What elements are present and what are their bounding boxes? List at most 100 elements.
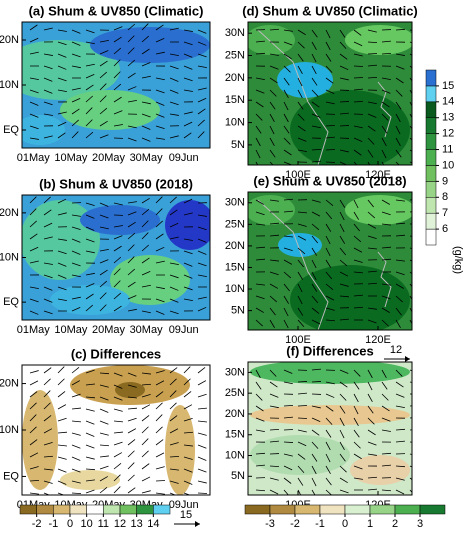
colorbar-label: 9 [442,175,448,187]
colorbar-label: 8 [442,191,448,203]
colorbar-label: 11 [442,143,453,155]
colorbar-label: 12 [442,128,454,140]
y-tick-label: 10N [0,251,19,263]
colorbar-label: -1 [315,518,325,530]
colorbar-swatch [70,505,87,514]
colorbar-label: 10 [442,159,454,171]
field-contour [60,470,120,490]
panel-title: (b) Shum & UV850 (2018) [39,176,193,191]
panel-field [245,192,419,335]
panel-title: (c) Differences [71,346,161,361]
wind-vector [326,162,335,163]
colorbar-swatch [37,505,54,514]
wind-vector [340,125,349,126]
wind-vector [354,77,363,78]
colorbar-label: 1 [367,518,373,530]
y-tick-label: 15N [225,94,245,106]
colorbar-swatch [245,505,270,514]
y-tick-label: 10N [225,283,245,295]
colorbar-swatch [345,505,370,514]
field-contour [115,382,145,398]
colorbar-swatch [137,505,154,514]
y-tick-label: 20N [225,240,245,252]
wind-vector [284,442,293,443]
colorbar-label: 15 [442,80,454,92]
colorbar-swatch [426,181,436,197]
vector-reference-head [195,521,200,527]
colorbar-swatch [53,505,70,514]
y-tick-label: 10N [225,449,245,461]
y-tick-label: 25N [225,387,245,399]
field-contour [60,90,160,130]
colorbar-swatch [426,86,436,102]
field-contour [250,360,410,384]
y-tick-label: 25N [225,218,245,230]
wind-vector [326,149,335,150]
y-tick-label: 20N [225,72,245,84]
y-tick-label: EQ [3,124,19,136]
panel-field [20,195,215,320]
colorbar-label: -2 [290,518,300,530]
field-contour [245,25,295,55]
colorbar-swatch [295,505,320,514]
wind-vector [198,493,207,494]
colorbar-label: -3 [265,518,275,530]
colorbar-label: 10 [81,518,93,530]
x-tick-label: 10May [54,152,88,164]
colorbar-swatch [426,197,436,213]
colorbar-swatch [426,134,436,150]
colorbar-swatch [87,505,104,514]
panel-title: (a) Shum & UV850 (Climatic) [29,3,204,18]
panel-field [245,22,419,170]
colorbar-swatch [426,70,436,86]
wind-vector [340,101,349,102]
panel-title: (e) Shum & UV850 (2018) [253,173,406,188]
wind-vector [312,381,321,382]
wind-vector [156,480,165,481]
colorbar-label: 7 [442,207,448,219]
x-tick-label: 10May [54,324,88,336]
colorbar-swatch [153,505,170,514]
y-tick-label: 10N [0,79,19,91]
field-contour [345,195,415,225]
colorbar-label: 6 [442,223,448,235]
field-contour [165,405,195,495]
colorbar-swatch [426,213,436,229]
colorbar-label: 0 [67,518,73,530]
panel-field [0,22,210,148]
colorbar-label: 3 [417,518,423,530]
y-tick-label: 25N [225,49,245,61]
field-contour [350,455,410,485]
panel-field [22,365,210,496]
x-tick-label: 09Jun [169,152,199,164]
field-contour [165,200,215,250]
y-tick-label: 5N [231,139,245,151]
panel-title: (f) Differences [286,343,373,358]
wind-vector [354,66,363,67]
y-tick-label: 15N [225,261,245,273]
field-contour [22,390,58,490]
x-tick-label: 01May [17,324,51,336]
panel-field [248,360,419,498]
x-tick-label: 30May [130,324,164,336]
colorbar-unit: (g/kg) [452,246,464,274]
y-tick-label: 10N [225,116,245,128]
y-tick-label: 5N [231,305,245,317]
field-contour [250,435,350,475]
y-tick-label: 30N [225,366,245,378]
y-tick-label: 20N [0,377,19,389]
vector-reference-head [405,356,410,362]
colorbar-swatch [103,505,120,514]
x-tick-label: 09Jun [169,324,199,336]
y-tick-label: EQ [3,296,19,308]
colorbar-label: 0 [342,518,348,530]
y-tick-label: EQ [3,470,19,482]
y-tick-label: 5N [231,470,245,482]
colorbar-label: 2 [392,518,398,530]
colorbar-swatch [426,229,436,245]
colorbar-label: 11 [98,518,109,530]
colorbar-label: 14 [442,96,454,108]
y-tick-label: 10N [0,424,19,436]
x-tick-label: 30May [130,152,164,164]
y-tick-label: 30N [225,197,245,209]
